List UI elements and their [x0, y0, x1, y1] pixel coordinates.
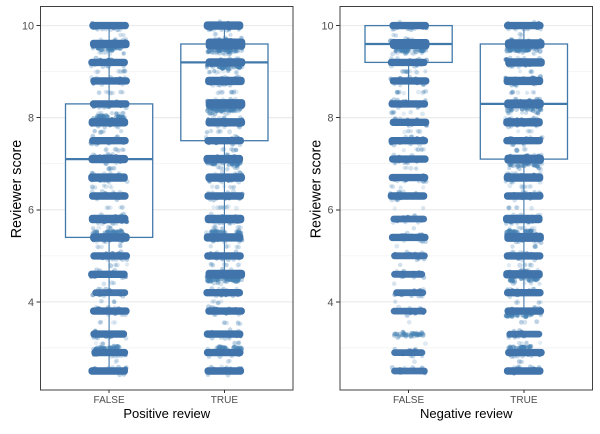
svg-text:8: 8: [327, 113, 333, 125]
svg-text:6: 6: [327, 205, 333, 217]
svg-text:8: 8: [28, 113, 34, 125]
svg-text:4: 4: [327, 297, 333, 309]
svg-text:TRUE: TRUE: [510, 395, 538, 406]
svg-text:4: 4: [28, 297, 34, 309]
svg-text:10: 10: [22, 21, 34, 33]
svg-text:Positive review: Positive review: [123, 406, 210, 421]
svg-text:10: 10: [321, 21, 333, 33]
svg-text:FALSE: FALSE: [94, 395, 125, 406]
svg-text:Negative review: Negative review: [420, 406, 513, 421]
svg-text:Reviewer score: Reviewer score: [9, 140, 25, 239]
svg-text:Reviewer score: Reviewer score: [309, 140, 325, 239]
svg-text:TRUE: TRUE: [211, 395, 239, 406]
svg-text:6: 6: [28, 205, 34, 217]
svg-text:FALSE: FALSE: [393, 395, 424, 406]
